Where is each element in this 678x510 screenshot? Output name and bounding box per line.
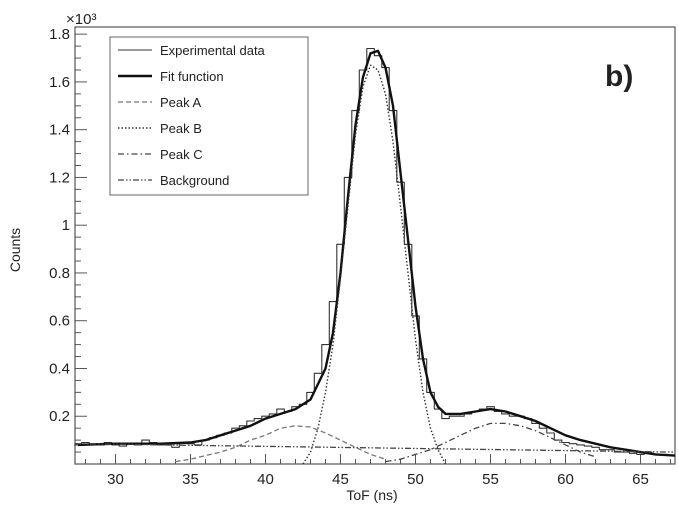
- series-experimental-data: [74, 47, 667, 455]
- y-tick-label: 0.6: [49, 313, 70, 330]
- series-fit-function: [77, 49, 676, 457]
- legend-label: Fit function: [160, 69, 224, 84]
- panel-label: b): [605, 60, 633, 93]
- x-tick-label: 60: [557, 471, 574, 488]
- series-layer: [74, 47, 676, 465]
- y-tick-label: 0.4: [49, 360, 70, 377]
- y-tick-label: 0.2: [49, 408, 70, 425]
- y-axis-label: Counts: [7, 228, 23, 272]
- x-tick-label: 65: [632, 471, 649, 488]
- y-tick-label: 1.6: [49, 74, 70, 91]
- y-tick-label: 1.2: [49, 169, 70, 186]
- legend-label: Peak A: [160, 95, 202, 110]
- legend-label: Background: [160, 173, 229, 188]
- y-tick-label: 1: [62, 217, 70, 234]
- legend: Experimental data Fit function Peak A Peak …: [109, 36, 309, 196]
- series-peak-c: [385, 422, 596, 463]
- y-multiplier: ×10³: [66, 11, 96, 28]
- x-tick-label: 45: [332, 471, 349, 488]
- legend-label: Peak B: [160, 121, 202, 136]
- x-tick-label: 30: [107, 471, 124, 488]
- y-tick-label: 0.8: [49, 265, 70, 282]
- legend-box: [109, 36, 309, 196]
- series-peak-a: [175, 425, 386, 463]
- x-tick-label: 55: [482, 471, 499, 488]
- y-axis: 0.2 0.4 0.6 0.8 1 1.2 1.4 1.6 1.8: [49, 26, 87, 453]
- x-tick-label: 40: [257, 471, 274, 488]
- legend-label: Peak C: [160, 147, 203, 162]
- series-background: [74, 443, 676, 453]
- legend-label: Experimental data: [160, 43, 266, 58]
- x-axis: 30 35 40 45 50 55 60 65: [85, 454, 671, 488]
- series-peak-b: [302, 64, 447, 465]
- y-tick-label: 1.4: [49, 122, 70, 139]
- x-tick-label: 35: [182, 471, 199, 488]
- y-tick-label: 1.8: [49, 26, 70, 43]
- x-axis-label: ToF (ns): [346, 487, 397, 503]
- x-tick-label: 50: [407, 471, 424, 488]
